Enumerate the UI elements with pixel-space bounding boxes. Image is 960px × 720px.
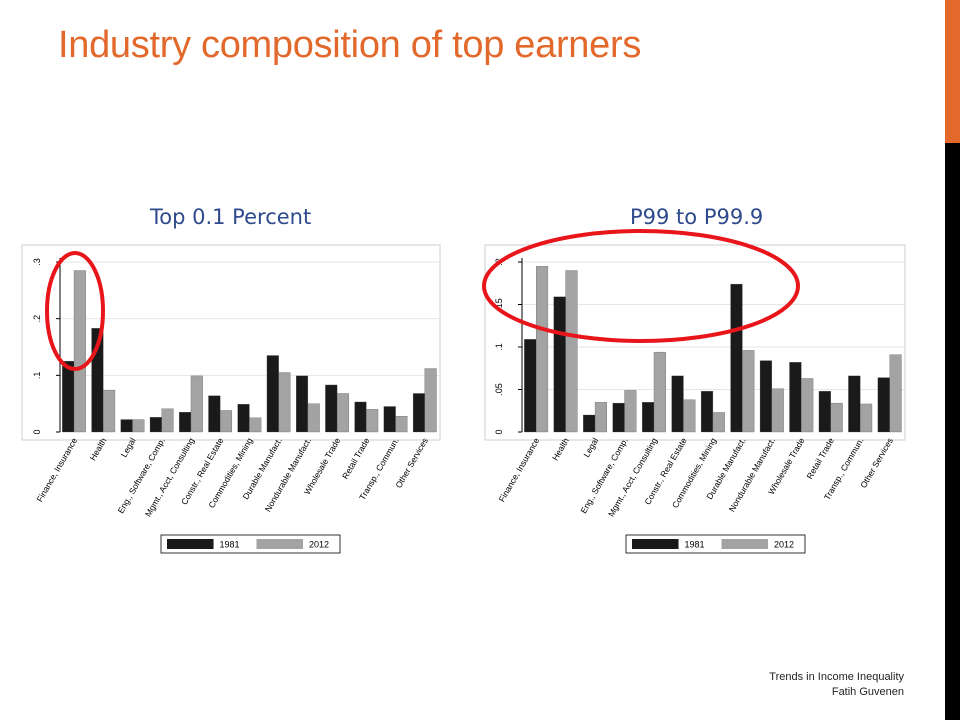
y-tick-label: .1	[32, 372, 42, 380]
category-label: Retail Trade	[804, 436, 836, 481]
y-tick-label: 0	[32, 429, 42, 434]
bar-2012-12	[424, 368, 437, 433]
bar-2012-1	[103, 389, 116, 433]
bar-2012-7	[278, 372, 291, 433]
bar-1981-10	[818, 391, 831, 433]
bar-1981-9	[789, 362, 802, 433]
bar-2012-9	[801, 378, 814, 433]
bar-1981-1	[553, 296, 566, 433]
bar-1981-9	[325, 384, 338, 433]
category-label: Finance, Insurance	[34, 436, 79, 504]
legend-label-2012: 2012	[309, 540, 329, 550]
bar-1981-11	[383, 406, 396, 433]
bar-2012-11	[860, 403, 873, 433]
bar-2012-3	[161, 408, 174, 433]
bar-1981-0	[62, 361, 75, 433]
legend-label-1981: 1981	[685, 540, 705, 550]
bar-2012-11	[395, 415, 408, 433]
y-tick-label: .2	[32, 315, 42, 323]
bar-1981-8	[759, 360, 772, 433]
bar-1981-3	[149, 417, 162, 433]
bar-2012-4	[653, 351, 666, 433]
footer-line-1: Trends in Income Inequality	[769, 671, 904, 683]
bar-1981-2	[120, 419, 133, 433]
legend-label-1981: 1981	[220, 540, 240, 550]
legend-swatch-2012	[721, 539, 769, 549]
slide-title: Industry composition of top earners	[58, 24, 642, 66]
bar-2012-6	[249, 417, 262, 433]
accent-bar-orange	[945, 0, 960, 143]
bar-1981-12	[412, 393, 425, 433]
footer: Trends in Income Inequality Fatih Guvene…	[769, 670, 904, 700]
bar-2012-5	[683, 399, 696, 433]
y-tick-label: .15	[494, 298, 504, 311]
bar-1981-5	[671, 375, 684, 433]
bar-2012-0	[73, 270, 86, 433]
bar-2012-8	[771, 388, 784, 433]
bar-1981-8	[296, 375, 309, 433]
category-label: Finance, Insurance	[497, 436, 542, 504]
bar-2012-8	[307, 403, 320, 433]
bar-2012-10	[830, 402, 843, 433]
bar-2012-9	[336, 393, 349, 433]
footer-line-2: Fatih Guvenen	[831, 686, 904, 698]
panel-title-top01: Top 0.1 Percent	[150, 205, 312, 229]
bar-2012-5	[220, 410, 233, 433]
legend-swatch-1981	[632, 539, 679, 549]
highlight-circle	[45, 251, 105, 371]
bar-1981-4	[642, 402, 655, 433]
bar-1981-5	[208, 395, 221, 433]
y-tick-label: .1	[494, 343, 504, 351]
bar-1981-11	[848, 375, 861, 433]
bar-1981-12	[877, 377, 890, 433]
bar-2012-4	[190, 375, 203, 433]
panel-title-p99: P99 to P99.9	[630, 205, 764, 229]
bar-1981-1	[91, 328, 104, 433]
bar-2012-10	[366, 409, 379, 433]
bar-1981-3	[612, 402, 625, 433]
bar-2012-12	[889, 354, 902, 433]
bar-1981-4	[179, 412, 192, 433]
bar-1981-6	[237, 404, 250, 433]
bar-2012-0	[535, 266, 549, 433]
bar-2012-2	[132, 419, 145, 433]
bar-2012-2	[594, 402, 607, 433]
bar-1981-7	[730, 283, 743, 433]
legend-label-2012: 2012	[774, 540, 794, 550]
bar-1981-10	[354, 401, 367, 433]
highlight-circle	[482, 229, 800, 343]
bar-1981-0	[524, 339, 537, 433]
bar-2012-7	[742, 350, 755, 433]
bar-2012-6	[712, 412, 725, 433]
bar-1981-7	[266, 355, 279, 433]
legend-swatch-1981	[167, 539, 214, 549]
y-tick-label: .3	[32, 258, 42, 266]
category-label: Retail Trade	[340, 436, 372, 481]
accent-bar-black	[945, 143, 960, 720]
bar-2012-1	[565, 270, 578, 433]
legend-swatch-2012	[256, 539, 304, 549]
bar-2012-3	[624, 390, 637, 433]
bar-1981-2	[583, 414, 596, 433]
y-tick-label: .05	[494, 383, 504, 396]
bar-1981-6	[700, 391, 714, 433]
y-tick-label: 0	[494, 429, 504, 434]
